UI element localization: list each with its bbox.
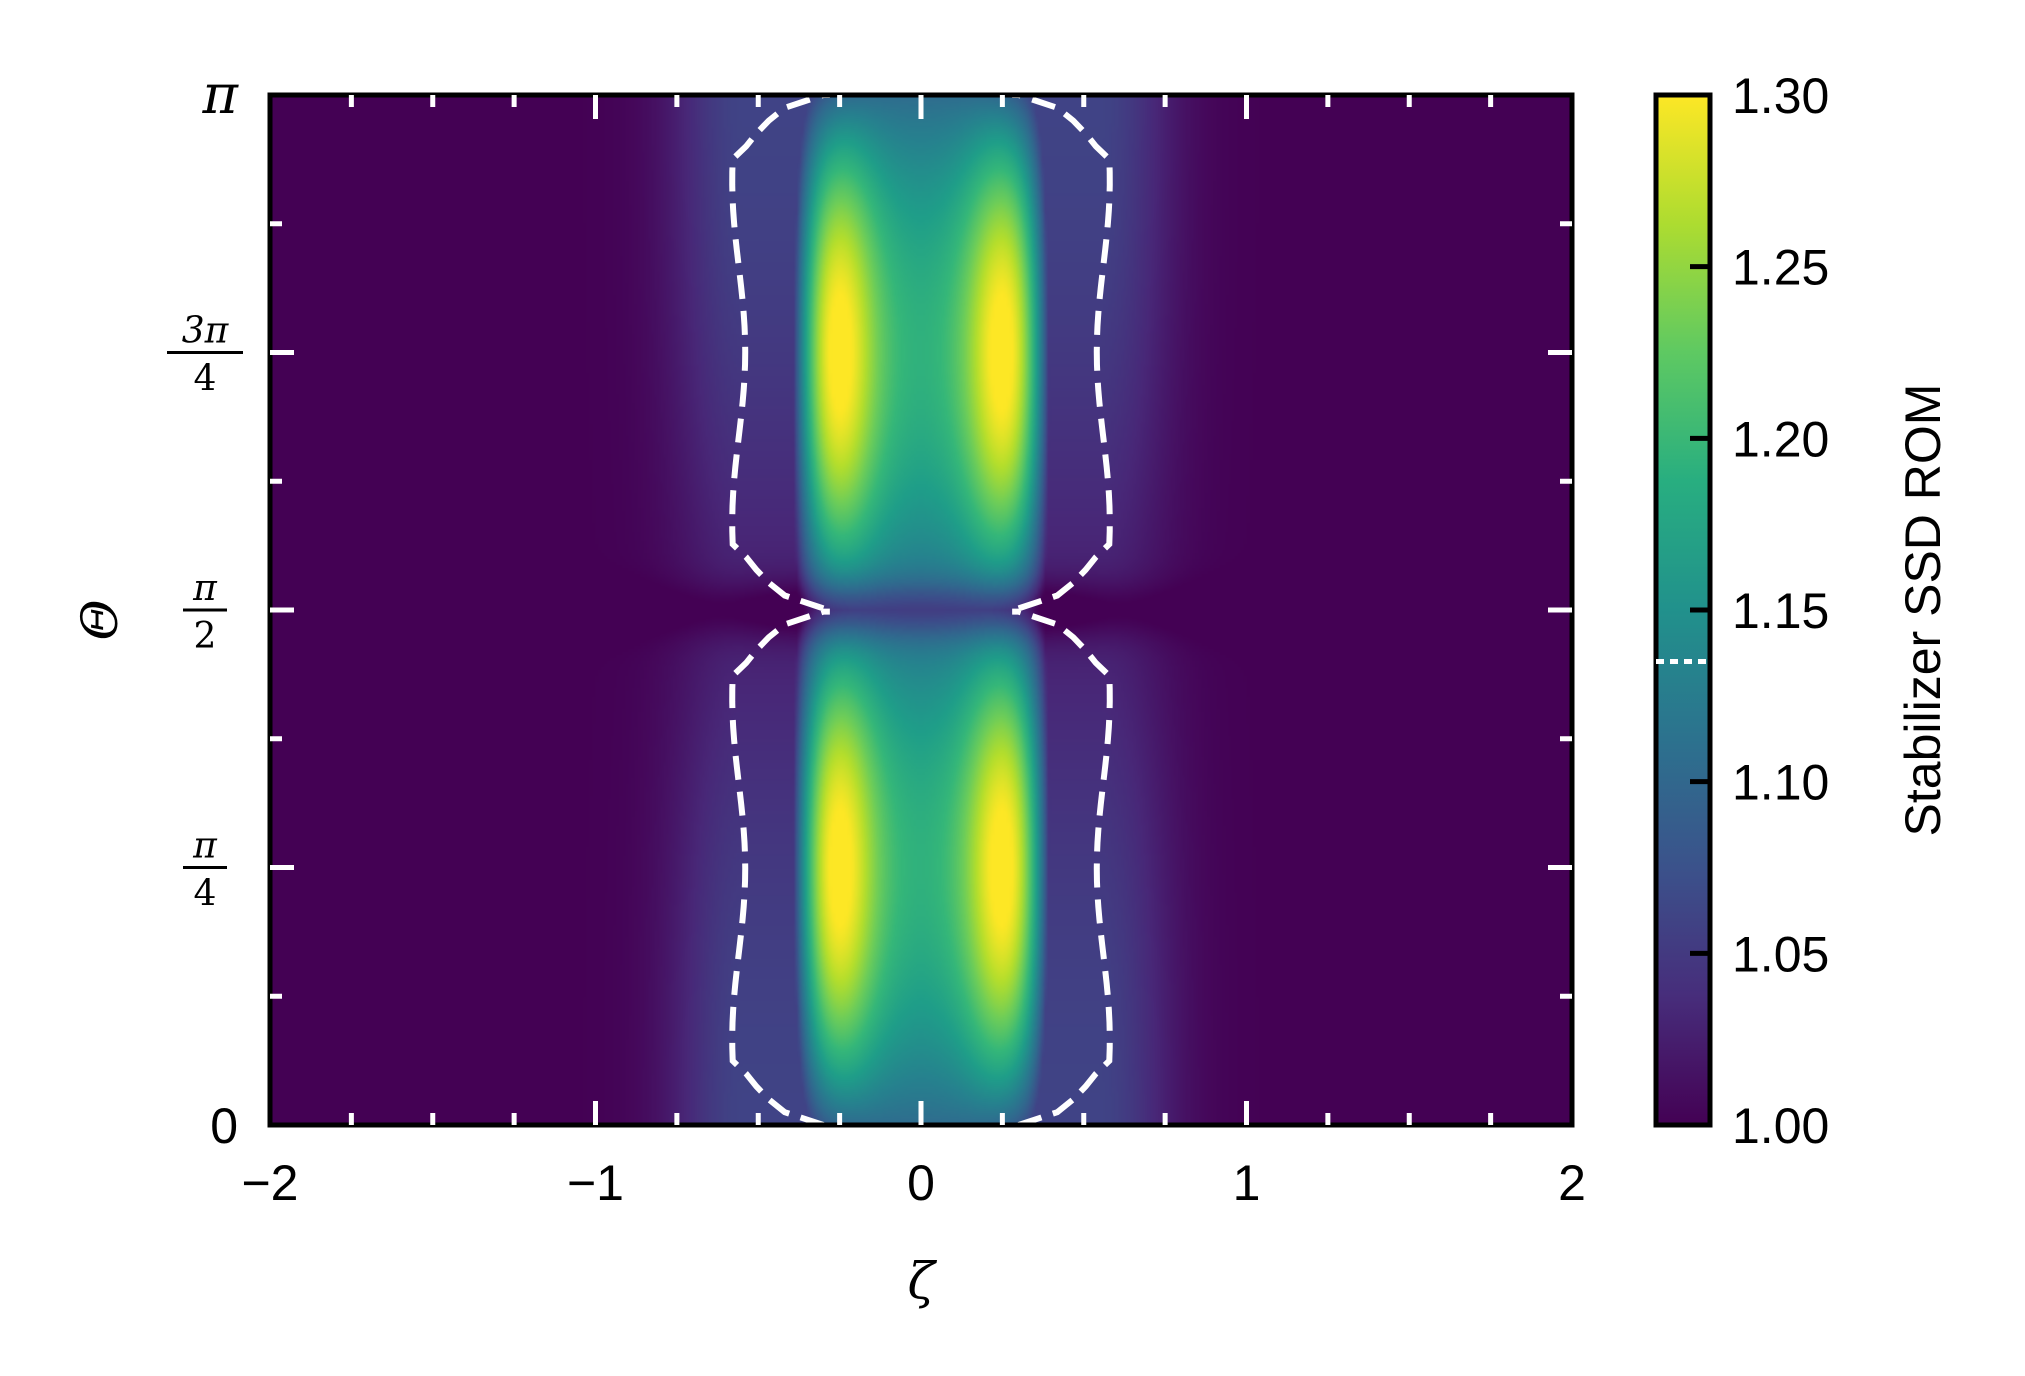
y-tick-label: 0 [210, 1098, 238, 1154]
colorbar-tick-label: 1.05 [1732, 926, 1829, 982]
colorbar-title: Stabilizer SSD ROM [1895, 384, 1951, 837]
colorbar-ticks: 1.00 1.05 1.10 1.15 1.20 1.25 1.30 [1690, 68, 1829, 1154]
y-tick-labels: 0 π 4 π 2 3π 4 π [167, 63, 243, 1154]
x-tick-label: −2 [241, 1155, 298, 1211]
colorbar-tick-label: 1.25 [1732, 240, 1829, 296]
y-tick-label-denominator: 4 [194, 358, 217, 399]
y-tick-label-numerator: π [192, 825, 218, 866]
colorbar-tick-label: 1.30 [1732, 68, 1829, 124]
heatmap-image [270, 95, 1572, 1125]
y-tick-label: π [202, 63, 240, 126]
colorbar-tick-label: 1.10 [1732, 755, 1829, 811]
x-axis-title: ζ [907, 1252, 937, 1310]
x-tick-labels: −2 −1 0 1 2 [241, 1155, 1585, 1211]
colorbar-tick-label: 1.15 [1732, 583, 1829, 639]
x-tick-label: 0 [907, 1155, 935, 1211]
y-axis-title: Θ [71, 600, 129, 641]
colorbar-tick-label: 1.20 [1732, 411, 1829, 467]
y-tick-label-denominator: 4 [194, 873, 217, 914]
y-tick-label-numerator: π [192, 568, 218, 609]
x-tick-label: 1 [1233, 1155, 1261, 1211]
x-tick-label: 2 [1558, 1155, 1586, 1211]
y-tick-label-numerator: 3π [182, 310, 230, 351]
y-tick-label-denominator: 2 [194, 616, 217, 657]
colorbar-tick-label: 1.00 [1732, 1098, 1829, 1154]
tick-marks [270, 95, 1572, 1125]
x-tick-label: −1 [567, 1155, 624, 1211]
